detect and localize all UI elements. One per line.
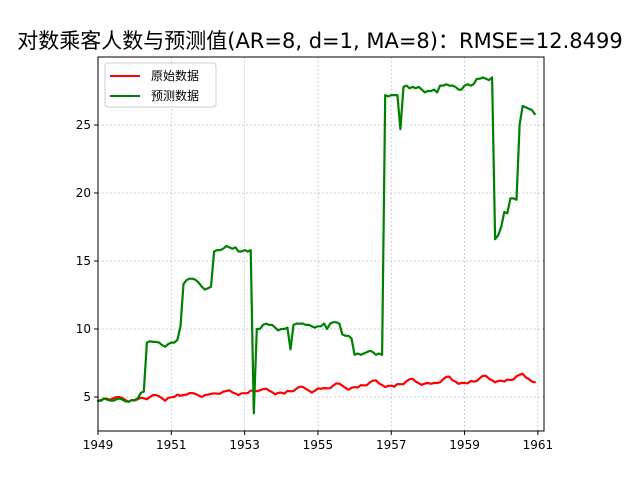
x-tick-label: 1961: [523, 438, 554, 452]
x-tick-label: 1949: [83, 438, 114, 452]
x-tick-label: 1957: [376, 438, 407, 452]
y-tick-label: 20: [76, 186, 91, 200]
original-data-line: [96, 372, 536, 403]
y-tick-label: 10: [76, 322, 91, 336]
x-tick-label: 1953: [229, 438, 260, 452]
plot-frame: [97, 56, 545, 432]
legend: 原始数据 预测数据: [104, 62, 217, 108]
chart-title: 对数乘客人数与预测值(AR=8, d=1, MA=8)：RMSE=12.8499: [17, 29, 622, 53]
legend-label-forecast: 预测数据: [151, 88, 199, 103]
x-tick-label: 1959: [449, 438, 480, 452]
y-tick-label: 25: [76, 118, 91, 132]
axes: 1949 1951 1953 1955 1957 1959 1961 5 10 15 20 25: [76, 118, 553, 452]
y-tick-label: 5: [83, 390, 91, 404]
y-tick-label: 15: [76, 254, 91, 268]
series-group: [96, 76, 536, 415]
x-tick-label: 1951: [156, 438, 187, 452]
legend-label-original: 原始数据: [151, 68, 199, 83]
forecast-data-line: [96, 76, 536, 415]
x-tick-label: 1955: [303, 438, 334, 452]
